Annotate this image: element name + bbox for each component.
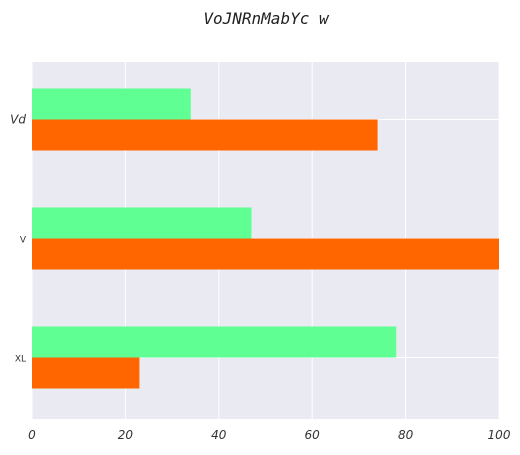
- x-tick-label: 80: [398, 428, 414, 442]
- x-tick-label: 60: [305, 428, 321, 442]
- x-axis: 0 20 40 60 80 100: [28, 428, 511, 442]
- x-tick-label: 100: [488, 428, 511, 442]
- bar-v-series-2: [32, 238, 499, 270]
- x-tick-label: 40: [211, 428, 227, 442]
- y-tick-label: V: [20, 236, 27, 246]
- x-tick-label: 0: [28, 428, 36, 442]
- bar-xl-series-1: [32, 326, 397, 358]
- bar-vd-series-1: [32, 88, 191, 120]
- y-axis: Vd V XL: [10, 113, 27, 365]
- bar-v-series-1: [32, 207, 252, 239]
- chart-title: VoJNRnMabYc w: [203, 9, 330, 28]
- bars: [32, 88, 499, 389]
- y-tick-label: Vd: [10, 113, 26, 127]
- bar-vd-series-2: [32, 119, 378, 151]
- x-tick-label: 20: [118, 428, 134, 442]
- bar-xl-series-2: [32, 357, 140, 389]
- y-tick-label: XL: [15, 355, 26, 365]
